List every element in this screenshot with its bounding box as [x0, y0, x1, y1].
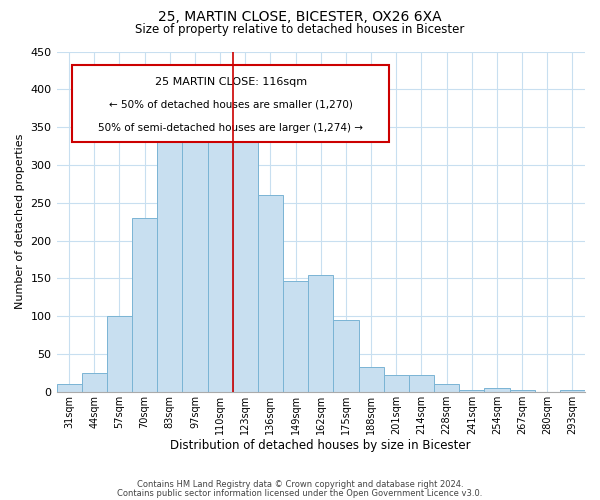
Text: ← 50% of detached houses are smaller (1,270): ← 50% of detached houses are smaller (1,… — [109, 100, 353, 110]
Bar — [359, 367, 383, 392]
Bar — [182, 112, 208, 392]
Text: 25, MARTIN CLOSE, BICESTER, OX26 6XA: 25, MARTIN CLOSE, BICESTER, OX26 6XA — [158, 10, 442, 24]
Bar — [283, 280, 308, 392]
Bar — [82, 373, 107, 392]
Bar — [233, 124, 258, 392]
X-axis label: Distribution of detached houses by size in Bicester: Distribution of detached houses by size … — [170, 440, 471, 452]
Bar — [107, 316, 132, 392]
Bar — [157, 116, 182, 392]
Bar — [132, 218, 157, 392]
Bar — [434, 384, 459, 392]
Bar — [560, 390, 585, 392]
Bar — [409, 375, 434, 392]
Bar — [459, 390, 484, 392]
Bar — [308, 274, 334, 392]
Text: 50% of semi-detached houses are larger (1,274) →: 50% of semi-detached houses are larger (… — [98, 123, 364, 133]
Bar — [509, 390, 535, 392]
Bar — [258, 195, 283, 392]
Bar — [383, 375, 409, 392]
Text: Contains public sector information licensed under the Open Government Licence v3: Contains public sector information licen… — [118, 488, 482, 498]
Bar — [334, 320, 359, 392]
FancyBboxPatch shape — [73, 65, 389, 142]
Y-axis label: Number of detached properties: Number of detached properties — [15, 134, 25, 310]
Text: 25 MARTIN CLOSE: 116sqm: 25 MARTIN CLOSE: 116sqm — [155, 77, 307, 87]
Bar — [208, 108, 233, 392]
Text: Size of property relative to detached houses in Bicester: Size of property relative to detached ho… — [136, 22, 464, 36]
Bar — [484, 388, 509, 392]
Text: Contains HM Land Registry data © Crown copyright and database right 2024.: Contains HM Land Registry data © Crown c… — [137, 480, 463, 489]
Bar — [56, 384, 82, 392]
